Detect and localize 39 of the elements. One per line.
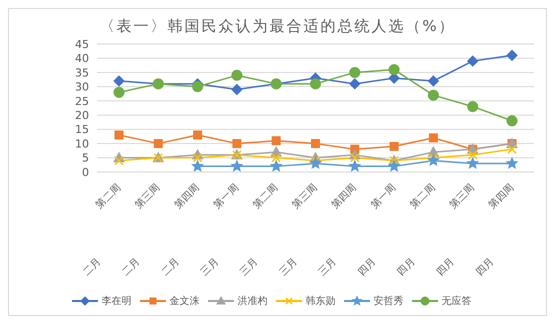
- x-tick-label: 第一周: [211, 182, 241, 212]
- text: 二月: [160, 256, 182, 278]
- text: 四月: [474, 256, 496, 278]
- y-tick-label: 30: [75, 80, 89, 94]
- x-tick-label: 第三周: [290, 182, 320, 212]
- text: 二月: [81, 256, 104, 278]
- chart-title: 〈表一〉韩国民众认为最合适的总统人选（%）: [98, 17, 457, 36]
- y-tick-label: 0: [82, 166, 89, 179]
- text: 三月: [199, 256, 221, 278]
- legend-label: 洪准杓: [238, 294, 268, 308]
- text: 三月: [316, 256, 339, 278]
- y-tick-label: 20: [75, 109, 89, 122]
- y-tick-label: 35: [75, 66, 89, 80]
- y-tick-label: 5: [82, 152, 89, 165]
- legend-label: 无应答: [442, 294, 472, 308]
- y-tick-label: 40: [75, 52, 89, 66]
- x-tick-label: 第三周: [447, 182, 477, 212]
- x-tick-label: 第二周: [93, 182, 124, 212]
- x-tick-label: 第四周: [486, 182, 516, 212]
- legend-label: 李在明: [102, 294, 132, 308]
- text: 二月: [120, 256, 142, 278]
- x-tick-label: 第四周: [329, 182, 359, 212]
- x-tick-label: 第三周: [132, 182, 162, 212]
- text: 四月: [434, 256, 457, 278]
- legend-label: 安哲秀: [374, 294, 404, 308]
- y-tick-label: 45: [75, 38, 89, 51]
- y-tick-label: 25: [75, 94, 89, 108]
- text: 四月: [396, 256, 418, 278]
- text: 三月: [278, 256, 300, 278]
- text: 三月: [238, 256, 260, 278]
- legend-label: 金文洙: [170, 294, 200, 308]
- x-tick-label: 第一周: [368, 182, 398, 212]
- y-tick-label: 10: [75, 137, 89, 150]
- x-tick-label: 第四周: [172, 182, 202, 212]
- legend-label: 韩东勋: [306, 294, 336, 308]
- x-tick-label: 第二周: [250, 182, 280, 212]
- y-tick-label: 15: [75, 123, 89, 136]
- x-tick-label: 第二周: [408, 182, 438, 212]
- text: 四月: [356, 256, 378, 278]
